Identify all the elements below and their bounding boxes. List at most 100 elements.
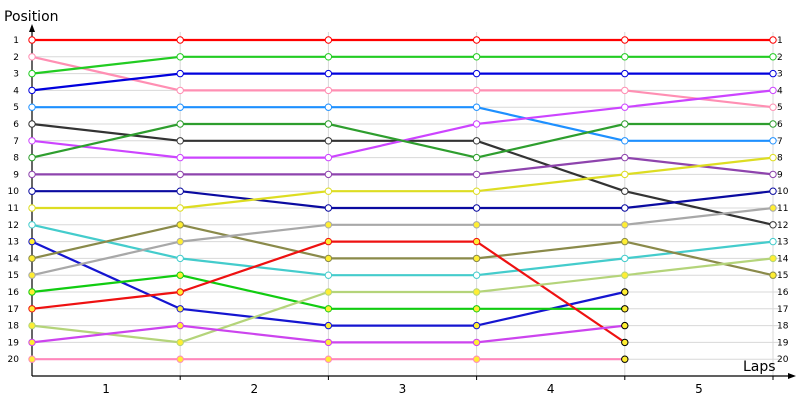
data-point: [621, 254, 629, 263]
x-axis-arrow: [788, 373, 796, 379]
data-point: [769, 153, 777, 162]
data-point: [472, 137, 481, 145]
data-point: [621, 69, 629, 78]
data-point: [176, 204, 184, 212]
x-tick-label: 3: [399, 382, 407, 396]
y-tick-label: 18: [777, 322, 789, 332]
y-axis-arrow: [29, 24, 35, 32]
data-point: [28, 187, 36, 195]
data-point: [28, 86, 36, 95]
data-point: [769, 271, 777, 279]
series-markers: [28, 36, 777, 363]
data-point: [176, 153, 184, 162]
data-point: [472, 338, 481, 347]
data-point: [621, 305, 629, 313]
data-point: [621, 187, 629, 195]
data-point: [472, 271, 481, 279]
data-point: [176, 237, 184, 246]
data-point: [28, 53, 36, 61]
data-point: [472, 36, 481, 44]
y-tick-label: 11: [8, 204, 19, 214]
y-tick-label: 6: [777, 120, 783, 130]
y-tick-label: 15: [777, 271, 788, 281]
data-point: [472, 187, 481, 195]
data-point: [621, 103, 629, 111]
x-axis-title: Laps: [743, 359, 776, 375]
data-point: [28, 153, 36, 162]
y-tick-label: 14: [777, 254, 789, 264]
data-point: [28, 221, 36, 229]
data-point: [472, 305, 481, 313]
x-tick-label: 4: [547, 382, 555, 396]
data-point: [324, 69, 333, 78]
data-point: [28, 355, 36, 363]
series-line: [30, 122, 775, 159]
series-line: [30, 55, 775, 109]
data-point: [176, 338, 184, 347]
data-point: [621, 221, 629, 229]
data-point: [176, 254, 184, 263]
y-tick-label: 20: [8, 355, 20, 365]
data-point: [176, 103, 184, 111]
y-tick-label: 13: [777, 238, 788, 248]
y-tick-label: 3: [13, 70, 19, 80]
data-point: [621, 338, 629, 347]
data-point: [28, 321, 36, 330]
series-line: [30, 156, 775, 176]
data-point: [472, 86, 481, 95]
y-tick-label: 15: [8, 271, 19, 281]
series-line: [30, 206, 775, 277]
data-point: [472, 321, 481, 330]
data-point: [176, 69, 184, 78]
data-point: [28, 338, 36, 347]
y-tick-label: 1: [777, 36, 783, 46]
y-tick-label: 17: [8, 305, 19, 315]
data-point: [621, 237, 629, 246]
data-point: [621, 86, 629, 95]
data-point: [621, 271, 629, 279]
data-point: [324, 120, 333, 128]
data-point: [28, 120, 36, 128]
data-point: [324, 288, 333, 296]
data-point: [769, 86, 777, 95]
data-point: [769, 221, 777, 229]
data-point: [324, 271, 333, 279]
data-point: [176, 53, 184, 61]
series-line: [30, 257, 775, 344]
series-line: [30, 223, 775, 277]
data-point: [769, 103, 777, 111]
y-tick-label: 8: [13, 154, 19, 164]
data-point: [176, 86, 184, 95]
data-point: [472, 355, 481, 363]
data-point: [621, 36, 629, 44]
y-tick-label: 8: [777, 154, 783, 164]
y-tick-label: 10: [777, 187, 789, 197]
series-line: [30, 55, 775, 75]
data-point: [472, 288, 481, 296]
data-point: [176, 36, 184, 44]
data-point: [472, 204, 481, 212]
data-point: [324, 254, 333, 263]
data-point: [28, 69, 36, 78]
data-point: [621, 288, 629, 296]
data-point: [324, 137, 333, 145]
data-point: [769, 137, 777, 145]
y-tick-label: 4: [13, 86, 19, 96]
y-tick-label: 17: [777, 305, 788, 315]
data-point: [176, 120, 184, 128]
data-point: [621, 120, 629, 128]
data-point: [769, 254, 777, 263]
data-point: [176, 271, 184, 279]
data-point: [472, 103, 481, 111]
series-line: [30, 190, 775, 210]
y-tick-label: 18: [8, 322, 20, 332]
series-line: [30, 106, 775, 142]
y-tick-label: 16: [777, 288, 789, 298]
data-point: [324, 338, 333, 347]
axes: [29, 24, 796, 380]
data-point: [324, 237, 333, 246]
data-point: [28, 271, 36, 279]
y-tick-label: 19: [777, 338, 789, 348]
